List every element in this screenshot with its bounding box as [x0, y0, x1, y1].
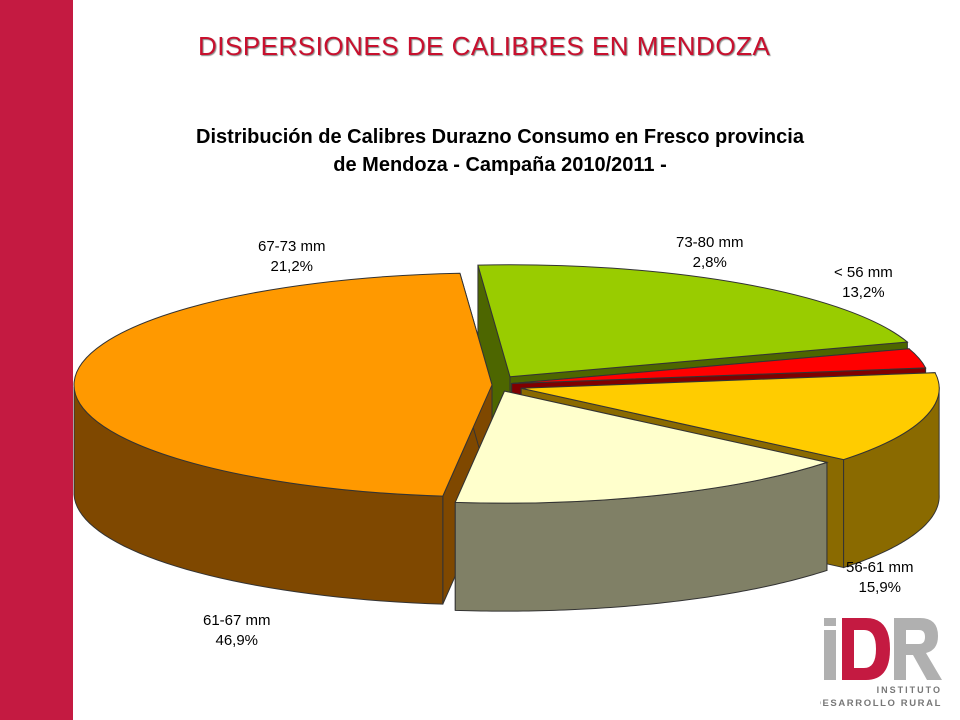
logo-line-1: INSTITUTO: [877, 685, 942, 695]
chart-title-line-1: Distribución de Calibres Durazno Consumo…: [196, 126, 804, 148]
pie-slice-67-73-mm: [477, 264, 909, 378]
slice-category: 67-73 mm: [258, 238, 326, 255]
pie-slice-61-67-mm: [73, 272, 493, 497]
pie-slice-73-80-mm: [511, 348, 927, 385]
chart-title-line-2: de Mendoza - Campaña 2010/2011 -: [333, 154, 667, 176]
slice-label-lt-56: < 56 mm 13,2%: [834, 263, 893, 303]
slice-label-67-73: 67-73 mm 21,2%: [258, 237, 326, 277]
pie-slice-56-mm: [521, 372, 940, 461]
slice-category: 61-67 mm: [203, 612, 271, 629]
chart-title: Distribución de Calibres Durazno Consumo…: [140, 123, 860, 179]
slice-category: < 56 mm: [834, 264, 893, 281]
logo-line-2: DESARROLLO RURAL: [820, 698, 942, 709]
slice-percent: 13,2%: [842, 284, 885, 301]
slice-label-56-61: 56-61 mm 15,9%: [846, 558, 914, 598]
accent-sidebar: [0, 0, 73, 720]
slice-percent: 21,2%: [270, 258, 314, 275]
slice-label-61-67: 61-67 mm 46,9%: [203, 611, 271, 651]
slice-percent: 46,9%: [215, 632, 259, 649]
slice-category: 73-80 mm: [676, 234, 744, 251]
slice-category: 56-61 mm: [846, 559, 914, 576]
slice-percent: 15,9%: [858, 579, 902, 596]
slice-label-73-80: 73-80 mm 2,8%: [676, 233, 744, 273]
idr-logo: INSTITUTO DESARROLLO RURAL: [820, 618, 942, 709]
pie-slice-56-61-mm: [454, 390, 829, 504]
slide-title: DISPERSIONES DE CALIBRES EN MENDOZA: [198, 31, 771, 61]
slice-percent: 2,8%: [692, 254, 727, 271]
